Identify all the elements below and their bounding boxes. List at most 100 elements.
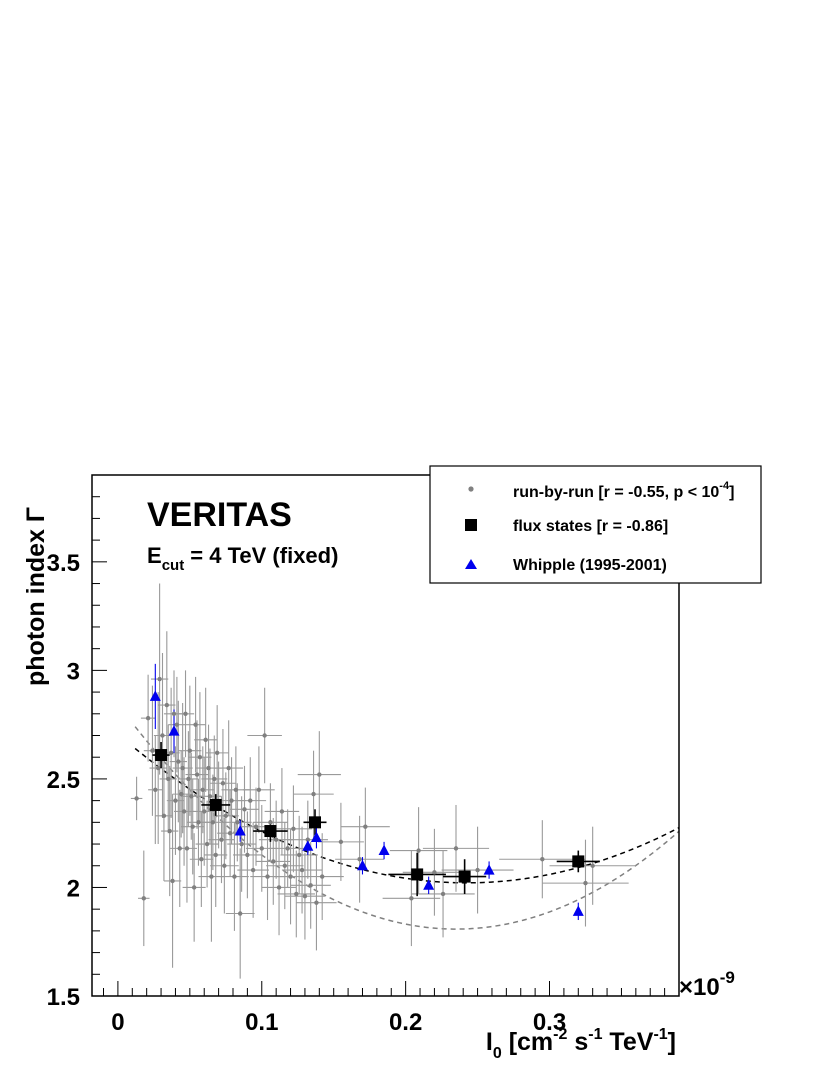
data-point-run-by-run <box>235 820 240 825</box>
data-point-run-by-run <box>338 839 344 845</box>
data-point-run-by-run <box>248 798 253 803</box>
data-point-run-by-run <box>160 733 165 738</box>
data-point-run-by-run <box>268 820 273 825</box>
legend-marker-flux-states <box>465 519 477 531</box>
data-point-run-by-run <box>204 841 210 847</box>
x-multiplier: ×10-9 <box>679 968 735 1001</box>
data-point-run-by-run <box>416 848 421 853</box>
data-point-whipple <box>423 879 435 890</box>
data-point-run-by-run <box>189 794 194 799</box>
data-point-run-by-run <box>308 883 313 888</box>
ecut-label: Ecut = 4 TeV (fixed) <box>147 543 338 574</box>
data-point-run-by-run <box>475 867 480 873</box>
data-point-run-by-run <box>164 702 170 708</box>
data-point-run-by-run <box>157 676 162 682</box>
data-point-whipple <box>149 690 161 701</box>
data-point-run-by-run <box>299 867 305 873</box>
data-point-run-by-run <box>203 737 208 743</box>
data-point-run-by-run <box>256 787 262 792</box>
data-point-run-by-run <box>193 722 198 727</box>
data-point-run-by-run <box>262 733 267 738</box>
data-point-whipple <box>234 825 246 836</box>
legend-label-flux-states: flux states [r = -0.86] <box>513 518 668 535</box>
data-point-run-by-run <box>259 846 264 851</box>
data-point-run-by-run <box>271 859 276 864</box>
data-point-run-by-run <box>291 826 296 832</box>
data-point-run-by-run <box>357 857 362 862</box>
data-point-run-by-run <box>222 863 227 868</box>
data-point-whipple <box>302 840 314 851</box>
data-point-run-by-run <box>232 874 237 879</box>
data-point-run-by-run <box>583 880 588 886</box>
x-axis-title: I0 [cm-2 s-1 TeV-1] <box>486 1026 676 1062</box>
data-point-run-by-run <box>166 776 171 782</box>
data-point-run-by-run <box>233 787 239 792</box>
data-point-run-by-run <box>363 824 368 829</box>
data-point-run-by-run <box>242 807 247 812</box>
data-point-run-by-run <box>227 830 233 836</box>
data-point-run-by-run <box>253 824 259 829</box>
data-point-run-by-run <box>202 809 207 814</box>
data-point-run-by-run <box>276 885 282 890</box>
data-point-run-by-run <box>319 874 325 879</box>
data-point-run-by-run <box>180 765 185 771</box>
data-point-run-by-run <box>296 852 302 858</box>
data-point-run-by-run <box>191 885 197 890</box>
data-point-run-by-run <box>199 857 204 862</box>
data-point-run-by-run <box>294 891 299 897</box>
data-point-run-by-run <box>250 867 256 873</box>
axis-ticks <box>92 474 680 997</box>
data-point-run-by-run <box>170 878 175 884</box>
y-tick-label: 2.5 <box>47 767 80 794</box>
y-axis-title: photon index Γ <box>22 507 50 686</box>
data-point-whipple <box>310 831 322 843</box>
data-point-run-by-run <box>177 846 182 851</box>
data-point-run-by-run <box>197 755 203 760</box>
data-point-run-by-run <box>209 874 214 879</box>
data-point-run-by-run <box>194 772 200 777</box>
data-point-run-by-run <box>206 765 211 771</box>
data-point-flux-state <box>155 749 168 762</box>
data-point-run-by-run <box>184 846 190 851</box>
data-point-run-by-run <box>181 809 187 814</box>
data-point-run-by-run <box>317 772 322 777</box>
data-point-run-by-run <box>174 722 180 727</box>
data-point-run-by-run <box>229 798 234 803</box>
data-point-whipple <box>378 844 390 856</box>
data-point-run-by-run <box>590 863 595 868</box>
data-point-run-by-run <box>302 893 308 899</box>
data-point-run-by-run <box>305 837 311 842</box>
data-point-run-by-run <box>223 813 229 819</box>
x-tick-label: 0.3 <box>533 1009 566 1036</box>
data-point-whipple <box>356 859 368 871</box>
experiment-label: VERITAS <box>147 496 292 534</box>
data-point-run-by-run <box>214 750 220 756</box>
legend-label-run-by-run: run-by-run [r = -0.55, p < 10-4] <box>513 480 734 501</box>
data-point-run-by-run <box>153 787 158 792</box>
data-point-run-by-run <box>226 765 231 771</box>
data-point-run-by-run <box>173 798 178 803</box>
y-tick-label: 1.5 <box>47 984 80 1011</box>
data-point-run-by-run <box>210 820 216 825</box>
data-point-run-by-run <box>161 813 167 819</box>
data-point-whipple <box>168 725 180 736</box>
data-point-run-by-run <box>237 911 243 916</box>
data-point-flux-state <box>309 816 322 829</box>
data-point-run-by-run <box>540 857 545 862</box>
data-point-flux-state <box>458 870 471 883</box>
data-point-run-by-run <box>168 750 174 756</box>
data-point-run-by-run <box>187 748 193 753</box>
data-point-run-by-run <box>213 852 218 858</box>
data-point-run-by-run <box>212 776 217 782</box>
fit-curve <box>134 726 680 930</box>
legend: run-by-run [r = -0.55, p < 10-4] flux st… <box>429 465 762 584</box>
tick-labels: 0 0.1 0.2 0.3 1.5 2 2.5 3 3.5 <box>47 550 567 1036</box>
data-point-run-by-run <box>273 837 279 842</box>
data-point-run-by-run <box>167 828 172 834</box>
data-point-flux-state <box>572 855 585 868</box>
y-tick-label: 2 <box>67 875 80 902</box>
data-point-run-by-run <box>440 891 446 897</box>
data-point-run-by-run <box>134 796 139 801</box>
data-point-run-by-run <box>141 896 146 901</box>
legend-marker-run-by-run <box>468 486 474 492</box>
